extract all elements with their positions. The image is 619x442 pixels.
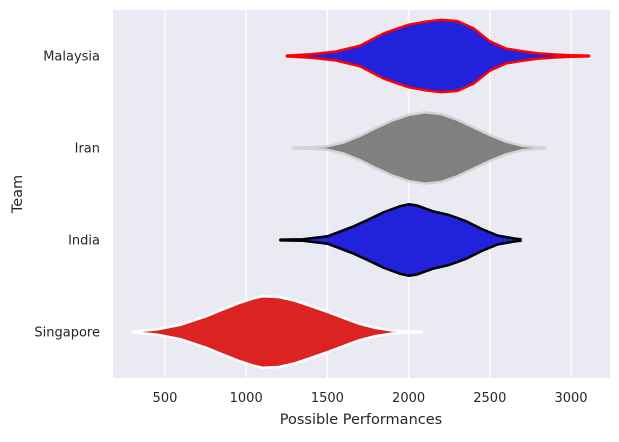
violin-malaysia: [285, 18, 591, 94]
y-tick-labels: Malaysia Iran India Singapore: [34, 50, 100, 341]
y-tick-label-india: India: [68, 234, 100, 249]
x-tick-label: 2000: [392, 391, 425, 406]
violin-iran: [292, 111, 547, 185]
x-tick-label: 2500: [473, 391, 506, 406]
violin-layer: [131, 18, 591, 369]
plot-background: [113, 10, 610, 378]
x-tick-label: 1500: [311, 391, 344, 406]
violin-singapore: [131, 295, 423, 369]
x-tick-labels: 500 1000 1500 2000 2500 3000: [153, 391, 588, 406]
x-tick-label: 3000: [554, 391, 587, 406]
y-axis-title: Team: [10, 175, 26, 214]
y-tick-label-singapore: Singapore: [34, 326, 100, 341]
y-tick-label-iran: Iran: [75, 142, 100, 157]
x-tick-label: 1000: [230, 391, 263, 406]
y-tick-label-malaysia: Malaysia: [43, 50, 100, 65]
violin-india: [279, 203, 522, 277]
x-tick-label: 500: [153, 391, 178, 406]
x-axis-title: Possible Performances: [280, 412, 442, 428]
